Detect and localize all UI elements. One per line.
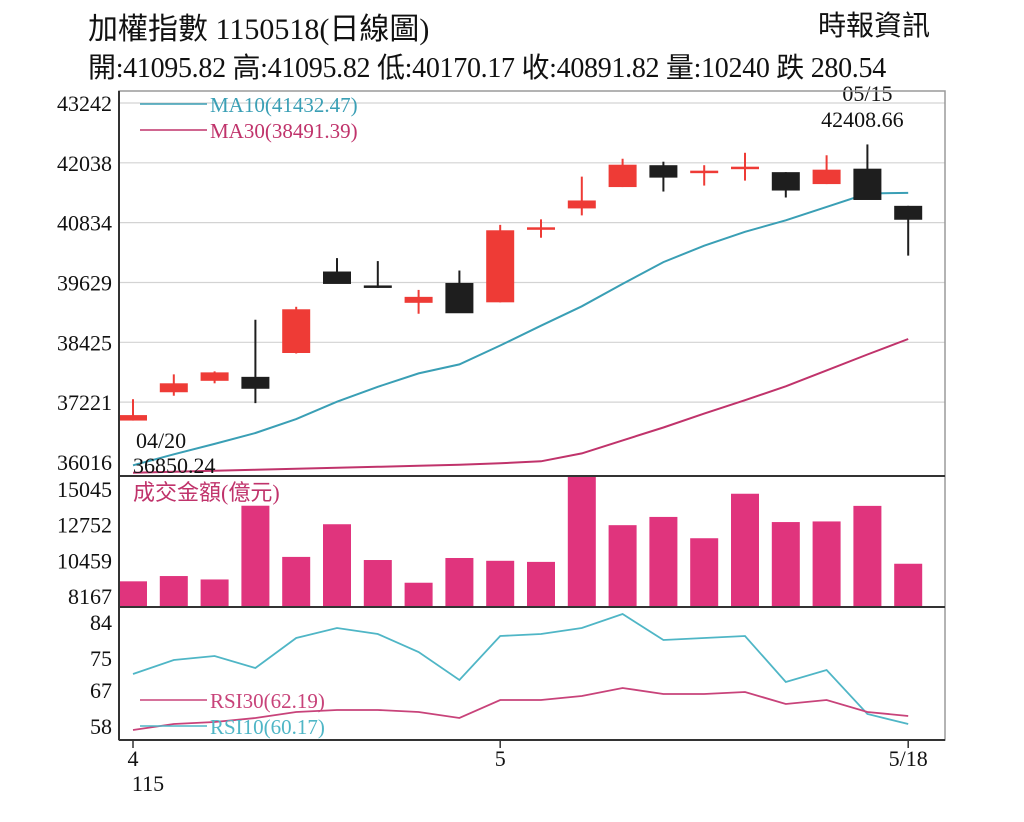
volume-bar (159, 576, 188, 607)
rsi-legend-label: RSI10(60.17) (210, 715, 325, 739)
volume-bar (771, 522, 800, 607)
candle-body (119, 415, 147, 421)
volume-bar (404, 582, 433, 607)
candle-body (608, 164, 637, 188)
volume-bar (323, 524, 351, 607)
annotation-date: 04/20 (136, 428, 186, 453)
plot-border (118, 90, 946, 741)
source-label: 時報資訊 (818, 11, 931, 42)
price-tick-label: 36016 (57, 450, 112, 475)
candle-body (771, 172, 800, 191)
volume-title: 成交金額(億元) (133, 480, 280, 505)
rsi-legend-label: RSI30(62.19) (210, 689, 325, 713)
candlesticks (119, 144, 923, 421)
rsi30-line (132, 687, 909, 731)
candle-body (731, 166, 759, 170)
ma-legend-label: MA30(38491.39) (210, 119, 358, 143)
candle-body (323, 271, 351, 284)
candle-body (404, 296, 433, 303)
volume-tick-label: 12752 (57, 513, 112, 538)
x-tick-label: 5 (495, 746, 506, 771)
volume-bar (282, 556, 311, 607)
volume-tick-label: 15045 (57, 477, 112, 502)
price-tick-label: 42038 (57, 151, 112, 176)
price-tick-label: 38425 (57, 330, 112, 355)
volume-bar (812, 521, 841, 607)
candle-body (853, 168, 882, 200)
ma30-line (132, 338, 909, 474)
x-sub-label: 115 (132, 771, 164, 796)
candle-body (159, 383, 188, 393)
volume-bar (608, 525, 637, 607)
annotation-value: 42408.66 (821, 107, 904, 132)
grid-lines (119, 102, 945, 403)
volume-bar (731, 493, 759, 607)
ohlc-summary: 開:41095.82 高:41095.82 低:40170.17 收:40891… (88, 53, 886, 84)
volume-bar (486, 560, 515, 607)
ma-legend-label: MA10(41432.47) (210, 93, 358, 117)
rsi-tick-label: 75 (90, 646, 112, 671)
volume-bar (853, 505, 882, 607)
candle-body (812, 169, 841, 185)
price-tick-label: 40834 (57, 211, 112, 236)
rsi-tick-label: 84 (90, 610, 112, 635)
volume-bar (363, 560, 392, 607)
volume-bar (241, 505, 270, 607)
volume-bar (527, 561, 555, 607)
candle-body (445, 282, 474, 314)
x-tick-label: 4 (128, 746, 139, 771)
rsi10-line (132, 613, 909, 725)
volume-bar (567, 477, 596, 607)
annotation-value: 36850.24 (133, 453, 216, 478)
price-tick-label: 39629 (57, 271, 112, 296)
volume-bars (119, 477, 923, 607)
rsi-tick-label: 58 (90, 714, 112, 739)
chart-labels: 36016 37221 38425 39629 40834 42038 43242 MA10(… (57, 81, 928, 796)
price-tick-label: 43242 (57, 91, 112, 116)
candle-body (527, 227, 555, 230)
candle-body (894, 205, 923, 220)
candle-body (241, 376, 270, 389)
price-tick-label: 37221 (57, 390, 112, 415)
candle-body (690, 170, 719, 174)
candle-body (200, 372, 229, 381)
chart-title: 加權指數 1150518(日線圖) (88, 13, 430, 46)
candle-body (649, 165, 678, 178)
candle-body (486, 230, 515, 303)
x-tick-label: 5/18 (889, 746, 928, 771)
rsi-tick-label: 67 (90, 678, 112, 703)
moving-average-lines (132, 191, 909, 474)
ma10-line (132, 191, 909, 467)
candle-body (567, 200, 596, 209)
volume-bar (894, 563, 923, 607)
volume-bar (649, 516, 678, 607)
candle-body (282, 309, 311, 353)
volume-bar (119, 581, 147, 607)
volume-bar (200, 579, 229, 607)
volume-tick-label: 8167 (68, 584, 112, 609)
volume-bar (690, 538, 719, 607)
rsi-lines (132, 613, 909, 731)
annotation-date: 05/15 (842, 81, 892, 106)
chart-frame (118, 90, 946, 748)
candle-body (363, 285, 392, 288)
volume-tick-label: 10459 (57, 548, 112, 573)
volume-bar (445, 557, 474, 607)
